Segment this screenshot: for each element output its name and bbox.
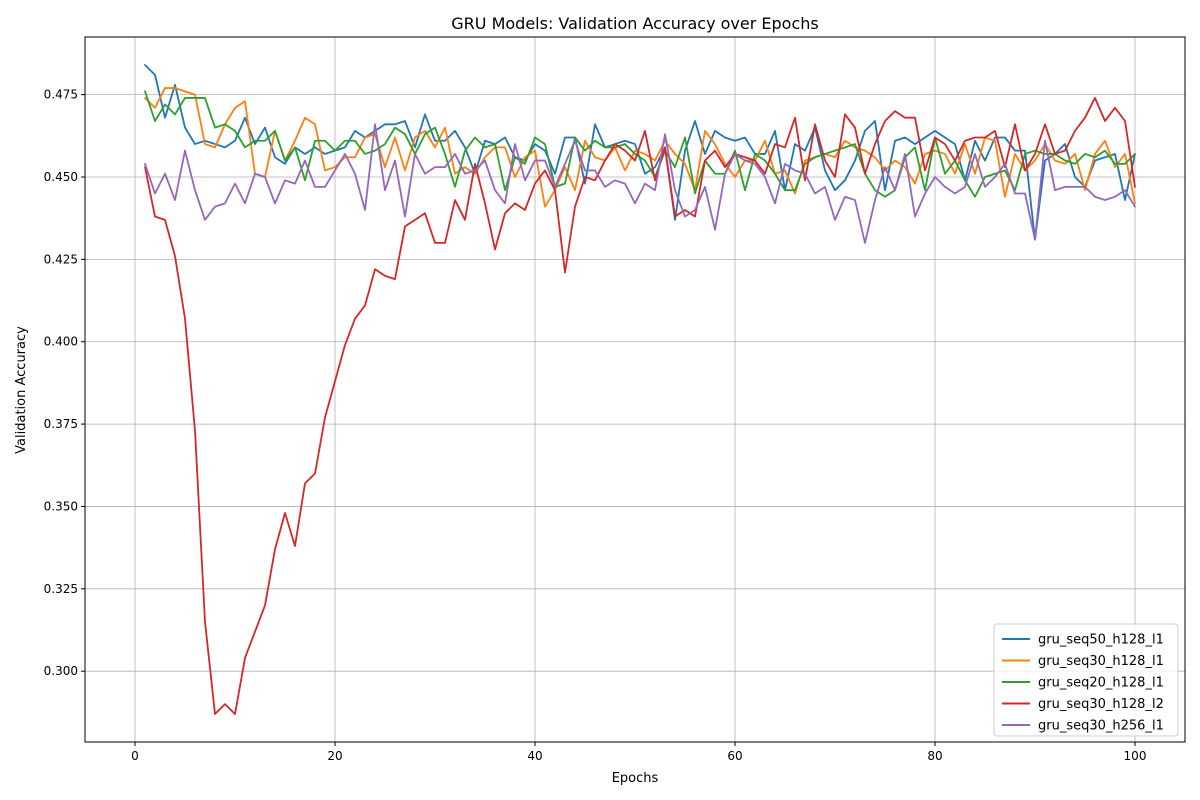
- y-tick-label: 0.300: [44, 664, 78, 678]
- x-tick-label: 80: [927, 749, 942, 763]
- y-axis-ticks: 0.300 0.325 0.350 0.375 0.400 0.425 0.450 0.475: [44, 88, 85, 678]
- series-line-gru_seq30_h128_l2: [144, 97, 1136, 715]
- y-tick-label: 0.325: [44, 582, 78, 596]
- legend: gru_seq50_h128_l1 gru_seq30_h128_l1 gru_se…: [993, 623, 1179, 737]
- y-tick-label: 0.475: [44, 88, 78, 102]
- series-line-gru_seq20_h128_l1: [144, 90, 1136, 198]
- y-tick-label: 0.350: [44, 499, 78, 513]
- x-tick-label: 40: [527, 749, 542, 763]
- y-tick-label: 0.375: [44, 417, 78, 431]
- x-tick-label: 20: [327, 749, 342, 763]
- series-line-gru_seq30_h128_l1: [144, 87, 1136, 208]
- legend-box: [993, 623, 1179, 737]
- legend-entry: gru_seq30_h128_l1: [1038, 654, 1164, 669]
- legend-entry: gru_seq50_h128_l1: [1038, 633, 1164, 648]
- chart-title: GRU Models: Validation Accuracy over Epo…: [451, 14, 818, 33]
- legend-entry: gru_seq20_h128_l1: [1038, 676, 1164, 691]
- x-axis-label: Epochs: [612, 771, 659, 786]
- x-tick-label: 60: [727, 749, 742, 763]
- y-tick-label: 0.400: [44, 335, 78, 349]
- x-tick-label: 0: [131, 749, 139, 763]
- plot-lines: [144, 64, 1136, 715]
- series-line-gru_seq30_h256_l1: [144, 123, 1136, 244]
- y-tick-label: 0.425: [44, 252, 78, 266]
- x-tick-label: 100: [1124, 749, 1147, 763]
- y-axis-label: Validation Accuracy: [14, 326, 29, 454]
- x-axis-ticks: 0 20 40 60 80 100: [131, 742, 1146, 763]
- y-tick-label: 0.450: [44, 170, 78, 184]
- legend-entry: gru_seq30_h128_l2: [1038, 697, 1164, 712]
- legend-entry: gru_seq30_h256_l1: [1038, 719, 1164, 734]
- plot-frame: [84, 36, 1186, 743]
